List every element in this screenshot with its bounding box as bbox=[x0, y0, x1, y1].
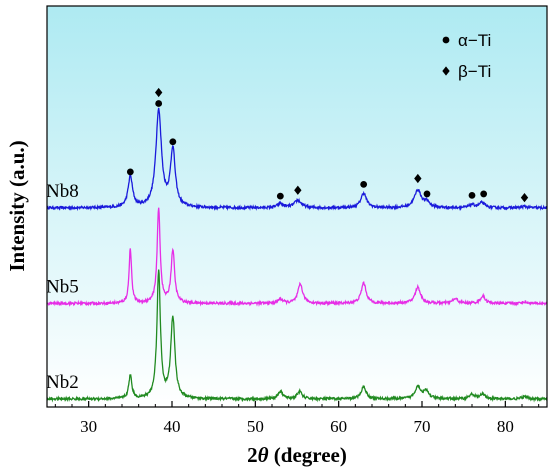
beta-ti-marker bbox=[520, 193, 529, 203]
plot-frame bbox=[46, 5, 548, 408]
beta-ti-marker bbox=[154, 87, 163, 98]
x-axis-title-symbol: θ bbox=[258, 443, 269, 467]
series-nb5-line bbox=[47, 207, 547, 307]
alpha-ti-marker bbox=[480, 190, 488, 198]
alpha-ti-marker bbox=[360, 180, 368, 188]
alpha-ti-marker bbox=[169, 138, 177, 146]
x-tick-label: 40 bbox=[164, 417, 181, 436]
legend-label: α−Ti bbox=[458, 31, 491, 50]
x-tick-label: 30 bbox=[80, 417, 97, 436]
alpha-ti-marker bbox=[126, 168, 134, 176]
beta-ti-marker bbox=[414, 173, 422, 184]
x-tick-label: 80 bbox=[497, 417, 514, 436]
beta-ti-marker bbox=[294, 185, 302, 195]
series-label-nb5: Nb5 bbox=[46, 276, 79, 297]
x-axis-title-suffix: (degree) bbox=[269, 443, 347, 467]
legend: α−Ti β−Ti bbox=[442, 31, 491, 81]
series-nb2-line bbox=[47, 269, 547, 403]
alpha-ti-marker bbox=[423, 190, 431, 198]
legend-diamond-icon bbox=[442, 66, 450, 76]
y-axis-title: Intensity (a.u.) bbox=[5, 140, 29, 271]
x-tick-label: 70 bbox=[414, 417, 431, 436]
series-label-nb2: Nb2 bbox=[46, 372, 79, 393]
x-axis-title: 2θ (degree) bbox=[247, 443, 347, 467]
x-tick-label: 60 bbox=[330, 417, 347, 436]
alpha-ti-marker bbox=[276, 192, 284, 200]
x-tick-label: 50 bbox=[247, 417, 264, 436]
alpha-ti-marker bbox=[468, 192, 476, 199]
legend-label: β−Ti bbox=[458, 62, 491, 81]
x-axis-title-prefix: 2 bbox=[247, 443, 258, 467]
series-nb8-line bbox=[47, 107, 547, 212]
legend-circle-icon bbox=[442, 36, 450, 44]
alpha-ti-marker bbox=[155, 100, 163, 107]
series-label-nb8: Nb8 bbox=[46, 181, 79, 202]
